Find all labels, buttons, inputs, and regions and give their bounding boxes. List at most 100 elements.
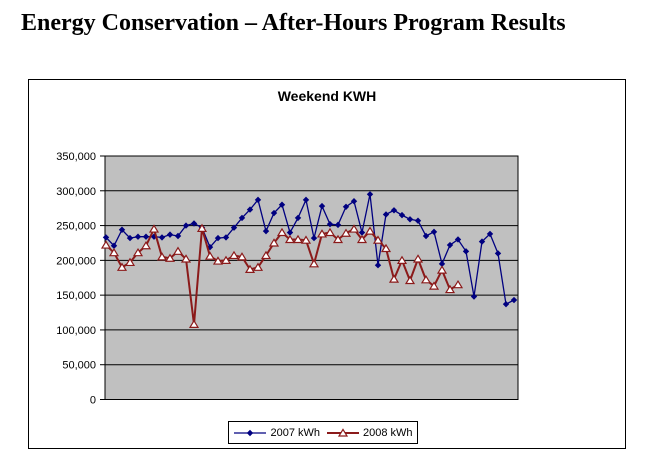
marker-diamond	[334, 221, 342, 229]
marker-triangle	[396, 255, 408, 264]
marker-triangle	[252, 262, 264, 271]
y-tick-label: 350,000	[56, 151, 96, 163]
marker-triangle	[156, 252, 168, 261]
marker-diamond	[247, 429, 254, 436]
marker-diamond	[278, 201, 286, 208]
y-tick-label: 100,000	[56, 325, 96, 337]
marker-diamond	[126, 234, 134, 242]
marker-diamond	[382, 211, 390, 218]
marker-diamond	[414, 217, 422, 224]
marker-triangle	[292, 234, 304, 244]
marker-diamond	[222, 234, 230, 241]
y-tick-label: 250,000	[56, 221, 96, 233]
legend-marker-2007-diamond-icon	[234, 429, 267, 436]
series-line-2007-kWh	[105, 194, 515, 306]
y-tick-label: 300,000	[56, 186, 96, 198]
marker-diamond	[102, 234, 110, 241]
marker-diamond	[110, 242, 118, 249]
marker-diamond	[494, 250, 502, 257]
marker-triangle	[172, 246, 184, 255]
marker-triangle	[164, 253, 176, 262]
marker-diamond	[270, 209, 278, 217]
marker-triangle	[300, 235, 312, 244]
marker-triangle	[116, 262, 128, 271]
marker-triangle	[452, 279, 464, 289]
marker-triangle	[316, 229, 328, 238]
marker-diamond	[406, 216, 414, 223]
marker-triangle	[324, 227, 336, 237]
marker-diamond	[366, 191, 374, 198]
marker-diamond	[302, 196, 310, 204]
page-title: Energy Conservation – After-Hours Progra…	[21, 10, 566, 36]
marker-triangle	[412, 254, 424, 263]
marker-diamond	[446, 241, 454, 249]
y-tick-label: 0	[90, 395, 96, 407]
marker-diamond	[470, 293, 478, 300]
marker-diamond	[238, 214, 246, 222]
chart-title: Weekend KWH	[277, 88, 377, 104]
marker-diamond	[294, 214, 302, 222]
marker-diamond	[254, 196, 262, 204]
marker-diamond	[486, 230, 494, 238]
marker-triangle	[388, 274, 400, 283]
marker-triangle	[380, 243, 392, 253]
marker-triangle	[244, 264, 256, 274]
y-tick-label: 150,000	[56, 290, 96, 302]
chart-frame: Weekend KWH 350,000 300,000 250,000 200,000…	[28, 79, 626, 449]
marker-diamond	[502, 300, 510, 308]
marker-diamond	[166, 231, 174, 238]
marker-triangle	[100, 240, 112, 249]
marker-diamond	[262, 227, 270, 235]
marker-triangle	[444, 284, 456, 294]
marker-diamond	[230, 224, 238, 231]
marker-triangle	[148, 224, 160, 233]
marker-triangle	[132, 247, 144, 257]
marker-diamond	[158, 234, 166, 241]
marker-triangle	[268, 238, 280, 247]
marker-triangle	[436, 265, 448, 274]
marker-diamond	[422, 232, 430, 240]
marker-triangle	[228, 250, 240, 260]
marker-diamond	[318, 202, 326, 210]
marker-diamond	[182, 222, 190, 229]
legend-label-2007: 2007 kWh	[270, 426, 320, 439]
marker-diamond	[174, 232, 182, 240]
marker-triangle	[332, 234, 344, 244]
marker-diamond	[326, 220, 334, 228]
y-tick-label: 200,000	[56, 255, 96, 267]
marker-diamond	[358, 229, 366, 236]
marker-diamond	[214, 234, 222, 242]
marker-diamond	[246, 206, 254, 213]
marker-diamond	[286, 229, 294, 236]
marker-diamond	[350, 198, 358, 205]
marker-triangle	[404, 275, 416, 285]
marker-triangle	[212, 256, 224, 265]
legend-entry-2007: 2007 kWh	[233, 427, 320, 439]
marker-triangle	[356, 234, 368, 244]
marker-triangle	[340, 228, 352, 237]
marker-triangle	[420, 275, 432, 284]
marker-triangle	[337, 427, 349, 437]
marker-diamond	[478, 238, 486, 245]
chart-legend: 2007 kWh 2008 kWh	[228, 421, 418, 444]
marker-triangle	[236, 252, 248, 261]
marker-diamond	[438, 260, 446, 268]
marker-triangle	[372, 235, 384, 244]
marker-triangle	[180, 254, 192, 263]
marker-diamond	[390, 207, 398, 214]
chart-canvas: 350,000 300,000 250,000 200,000 150,000 100,0…	[56, 151, 519, 407]
marker-triangle	[308, 259, 320, 268]
marker-diamond	[310, 234, 318, 242]
legend-entry-2008: 2008 kWh	[326, 427, 413, 439]
marker-triangle	[348, 224, 360, 233]
marker-triangle	[428, 281, 440, 290]
marker-triangle	[140, 240, 152, 250]
marker-triangle	[260, 250, 272, 260]
legend-label-2008: 2008 kWh	[363, 426, 413, 439]
marker-diamond	[510, 296, 518, 304]
marker-diamond	[118, 226, 126, 233]
marker-triangle	[220, 255, 232, 264]
marker-triangle	[188, 319, 200, 328]
marker-diamond	[430, 228, 438, 236]
y-tick-label: 50,000	[62, 360, 96, 372]
